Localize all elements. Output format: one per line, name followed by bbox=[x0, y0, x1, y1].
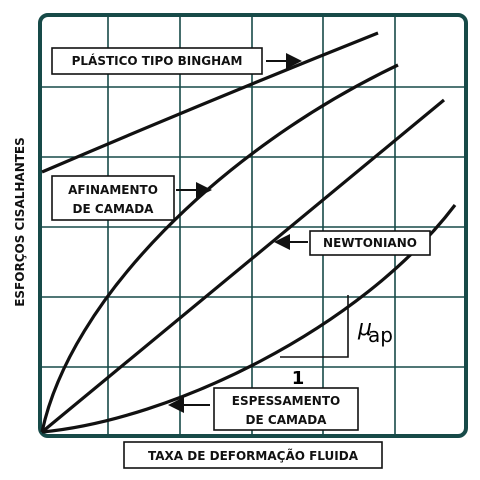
curve-label: ESPESSAMENTO bbox=[232, 394, 340, 408]
thinning-curve bbox=[40, 63, 399, 433]
newtonian-curve bbox=[40, 98, 446, 434]
bingham-curve bbox=[41, 31, 379, 174]
slope-run: 1 bbox=[292, 368, 305, 389]
plot-frame bbox=[38, 13, 468, 438]
y-axis-label: ESFORÇOS CISALHANTES bbox=[13, 137, 27, 307]
label-box bbox=[309, 230, 431, 256]
slope-subscript: ap bbox=[368, 323, 393, 347]
label-box bbox=[123, 441, 383, 469]
curve-label: DE CAMADA bbox=[73, 202, 155, 216]
label-box bbox=[51, 175, 175, 221]
label-box bbox=[51, 47, 263, 75]
slope-triangle bbox=[280, 295, 349, 358]
x-axis-label: TAXA DE DEFORMAÇÃO FLUIDA bbox=[148, 448, 359, 463]
curve-label: NEWTONIANO bbox=[323, 236, 417, 250]
label-box bbox=[213, 387, 359, 431]
grid bbox=[40, 15, 466, 436]
slope-symbol: μ bbox=[357, 316, 372, 341]
curve-label: DE CAMADA bbox=[246, 413, 328, 427]
curve-label: PLÁSTICO TIPO BINGHAM bbox=[72, 53, 243, 68]
curve-label: AFINAMENTO bbox=[68, 183, 158, 197]
